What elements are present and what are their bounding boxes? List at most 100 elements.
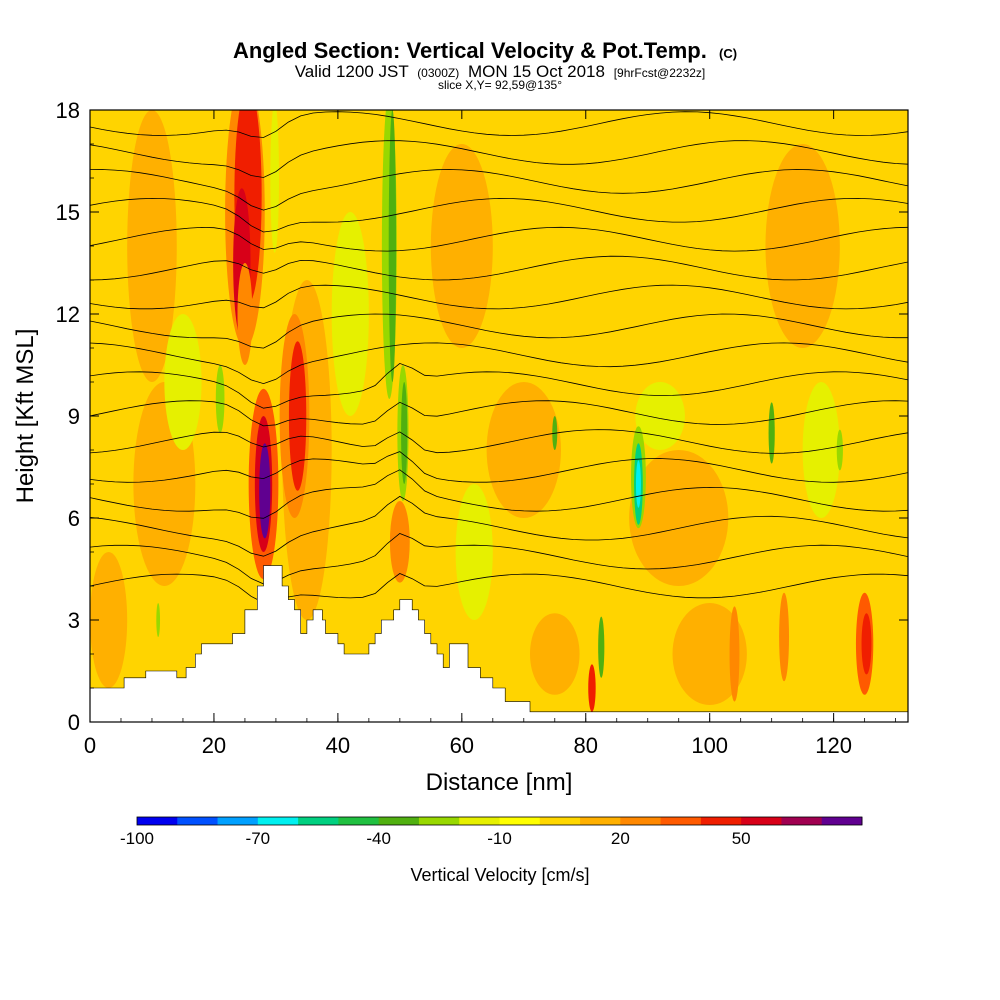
velocity-cell <box>729 606 740 702</box>
y-tick-label: 0 <box>68 710 80 735</box>
x-tick-label: 80 <box>574 733 598 758</box>
colorbar-swatch <box>298 817 339 825</box>
axes: 0 20 40 60 80 100 120 0 3 6 9 12 15 18 <box>56 98 908 758</box>
theta-contour-line <box>90 429 908 454</box>
velocity-cell <box>430 144 493 348</box>
x-tick-label: 0 <box>84 733 96 758</box>
theta-contours <box>90 111 908 604</box>
x-tick-label: 120 <box>815 733 852 758</box>
theta-contour-line <box>90 469 908 519</box>
theta-contour-line <box>90 362 908 409</box>
velocity-cell <box>270 110 280 253</box>
x-tick-label: 40 <box>326 733 350 758</box>
x-tick-label: 100 <box>691 733 728 758</box>
theta-contour-line <box>90 495 908 557</box>
x-axis-label: Distance [nm] <box>426 769 573 796</box>
velocity-cell <box>672 603 747 705</box>
velocity-cell <box>768 402 775 464</box>
colorbar-swatch <box>700 817 742 825</box>
theta-contour-line <box>90 313 908 349</box>
colorbar-swatch <box>580 817 621 825</box>
velocity-cell <box>331 212 369 416</box>
colorbar-tick-label: -10 <box>487 829 512 848</box>
velocity-cell <box>127 110 177 382</box>
y-tick-label: 6 <box>68 506 80 531</box>
y-tick-label: 9 <box>68 404 80 429</box>
colorbar-tick-label: -70 <box>246 829 271 848</box>
colorbar-tick-label: 20 <box>611 829 630 848</box>
velocity-cell <box>635 382 685 450</box>
colorbar-label: Vertical Velocity [cm/s] <box>410 865 589 885</box>
colorbar-swatch <box>418 817 460 825</box>
velocity-cell <box>635 460 641 508</box>
velocity-cell <box>401 382 408 484</box>
theta-contour-line <box>90 226 908 252</box>
velocity-cell <box>598 616 605 678</box>
velocity-cell <box>455 484 493 620</box>
terrain <box>90 565 908 722</box>
velocity-cell <box>765 144 840 348</box>
colorbar-swatch <box>137 817 178 825</box>
y-tick-label: 15 <box>56 200 80 225</box>
velocity-cell <box>588 664 596 712</box>
x-tick-label: 60 <box>450 733 474 758</box>
y-tick-label: 3 <box>68 608 80 633</box>
velocity-cell <box>90 552 128 688</box>
y-tick-label: 18 <box>56 98 80 123</box>
velocity-cell <box>156 603 161 637</box>
colorbar-swatch <box>539 817 581 825</box>
velocity-cell <box>389 501 410 583</box>
colorbar-tick-label: 50 <box>732 829 751 848</box>
x-tick-label: 20 <box>202 733 226 758</box>
colorbar-swatch <box>660 817 702 825</box>
valid-time-c: MON 15 Oct 2018 <box>468 62 605 81</box>
valid-time-d: [9hrFcst@2232z] <box>614 66 706 80</box>
velocity-cell <box>802 382 840 518</box>
valid-time-b: (0300Z) <box>417 66 459 80</box>
theta-contour-line <box>90 400 908 427</box>
velocity-cell <box>486 382 561 518</box>
velocity-cell <box>779 592 790 682</box>
theta-contour-line <box>90 111 908 138</box>
colorbar-swatch <box>378 817 420 825</box>
colorbar-swatch <box>257 817 299 825</box>
theta-contour-line <box>90 533 908 585</box>
plot-area <box>90 110 908 722</box>
theta-contour-line <box>90 284 908 310</box>
theta-contour-line <box>90 451 908 483</box>
velocity-cell <box>259 443 271 539</box>
velocity-cell <box>629 450 729 586</box>
velocity-field <box>90 110 874 712</box>
theta-contour-line <box>90 169 908 211</box>
velocity-cell <box>288 341 307 491</box>
chart-title: Angled Section: Vertical Velocity & Pot.… <box>233 38 737 63</box>
theta-contour-line <box>90 255 908 281</box>
chart-title-unit: (C) <box>719 46 737 61</box>
velocity-cell <box>388 110 397 382</box>
theta-contour-line <box>90 342 908 385</box>
y-axis-label: Height [Kft MSL] <box>12 329 39 504</box>
colorbar-swatch <box>217 817 259 825</box>
velocity-cell <box>529 613 580 695</box>
velocity-cell <box>215 365 225 433</box>
colorbar-swatch <box>781 817 823 825</box>
theta-contour-line <box>90 197 908 233</box>
velocity-cell <box>164 314 202 450</box>
colorbar: -100 -70 -40 -10 20 50 <box>120 816 863 848</box>
slice-info: slice X,Y= 92,59@135° <box>438 78 562 92</box>
colorbar-swatch <box>741 817 782 825</box>
velocity-cell <box>237 263 253 365</box>
colorbar-swatch <box>338 817 380 825</box>
colorbar-swatch <box>499 817 541 825</box>
colorbar-swatch <box>177 817 219 825</box>
chart-title-main: Angled Section: Vertical Velocity & Pot.… <box>233 38 707 63</box>
theta-contour-line <box>90 573 908 604</box>
valid-time-a: Valid 1200 JST <box>295 62 409 81</box>
velocity-cell <box>836 429 843 471</box>
y-tick-label: 12 <box>56 302 80 327</box>
valid-time-line: Valid 1200 JST (0300Z) MON 15 Oct 2018 [… <box>295 62 706 81</box>
colorbar-tick-label: -40 <box>366 829 391 848</box>
colorbar-swatch <box>620 817 662 825</box>
velocity-cell <box>861 613 872 675</box>
